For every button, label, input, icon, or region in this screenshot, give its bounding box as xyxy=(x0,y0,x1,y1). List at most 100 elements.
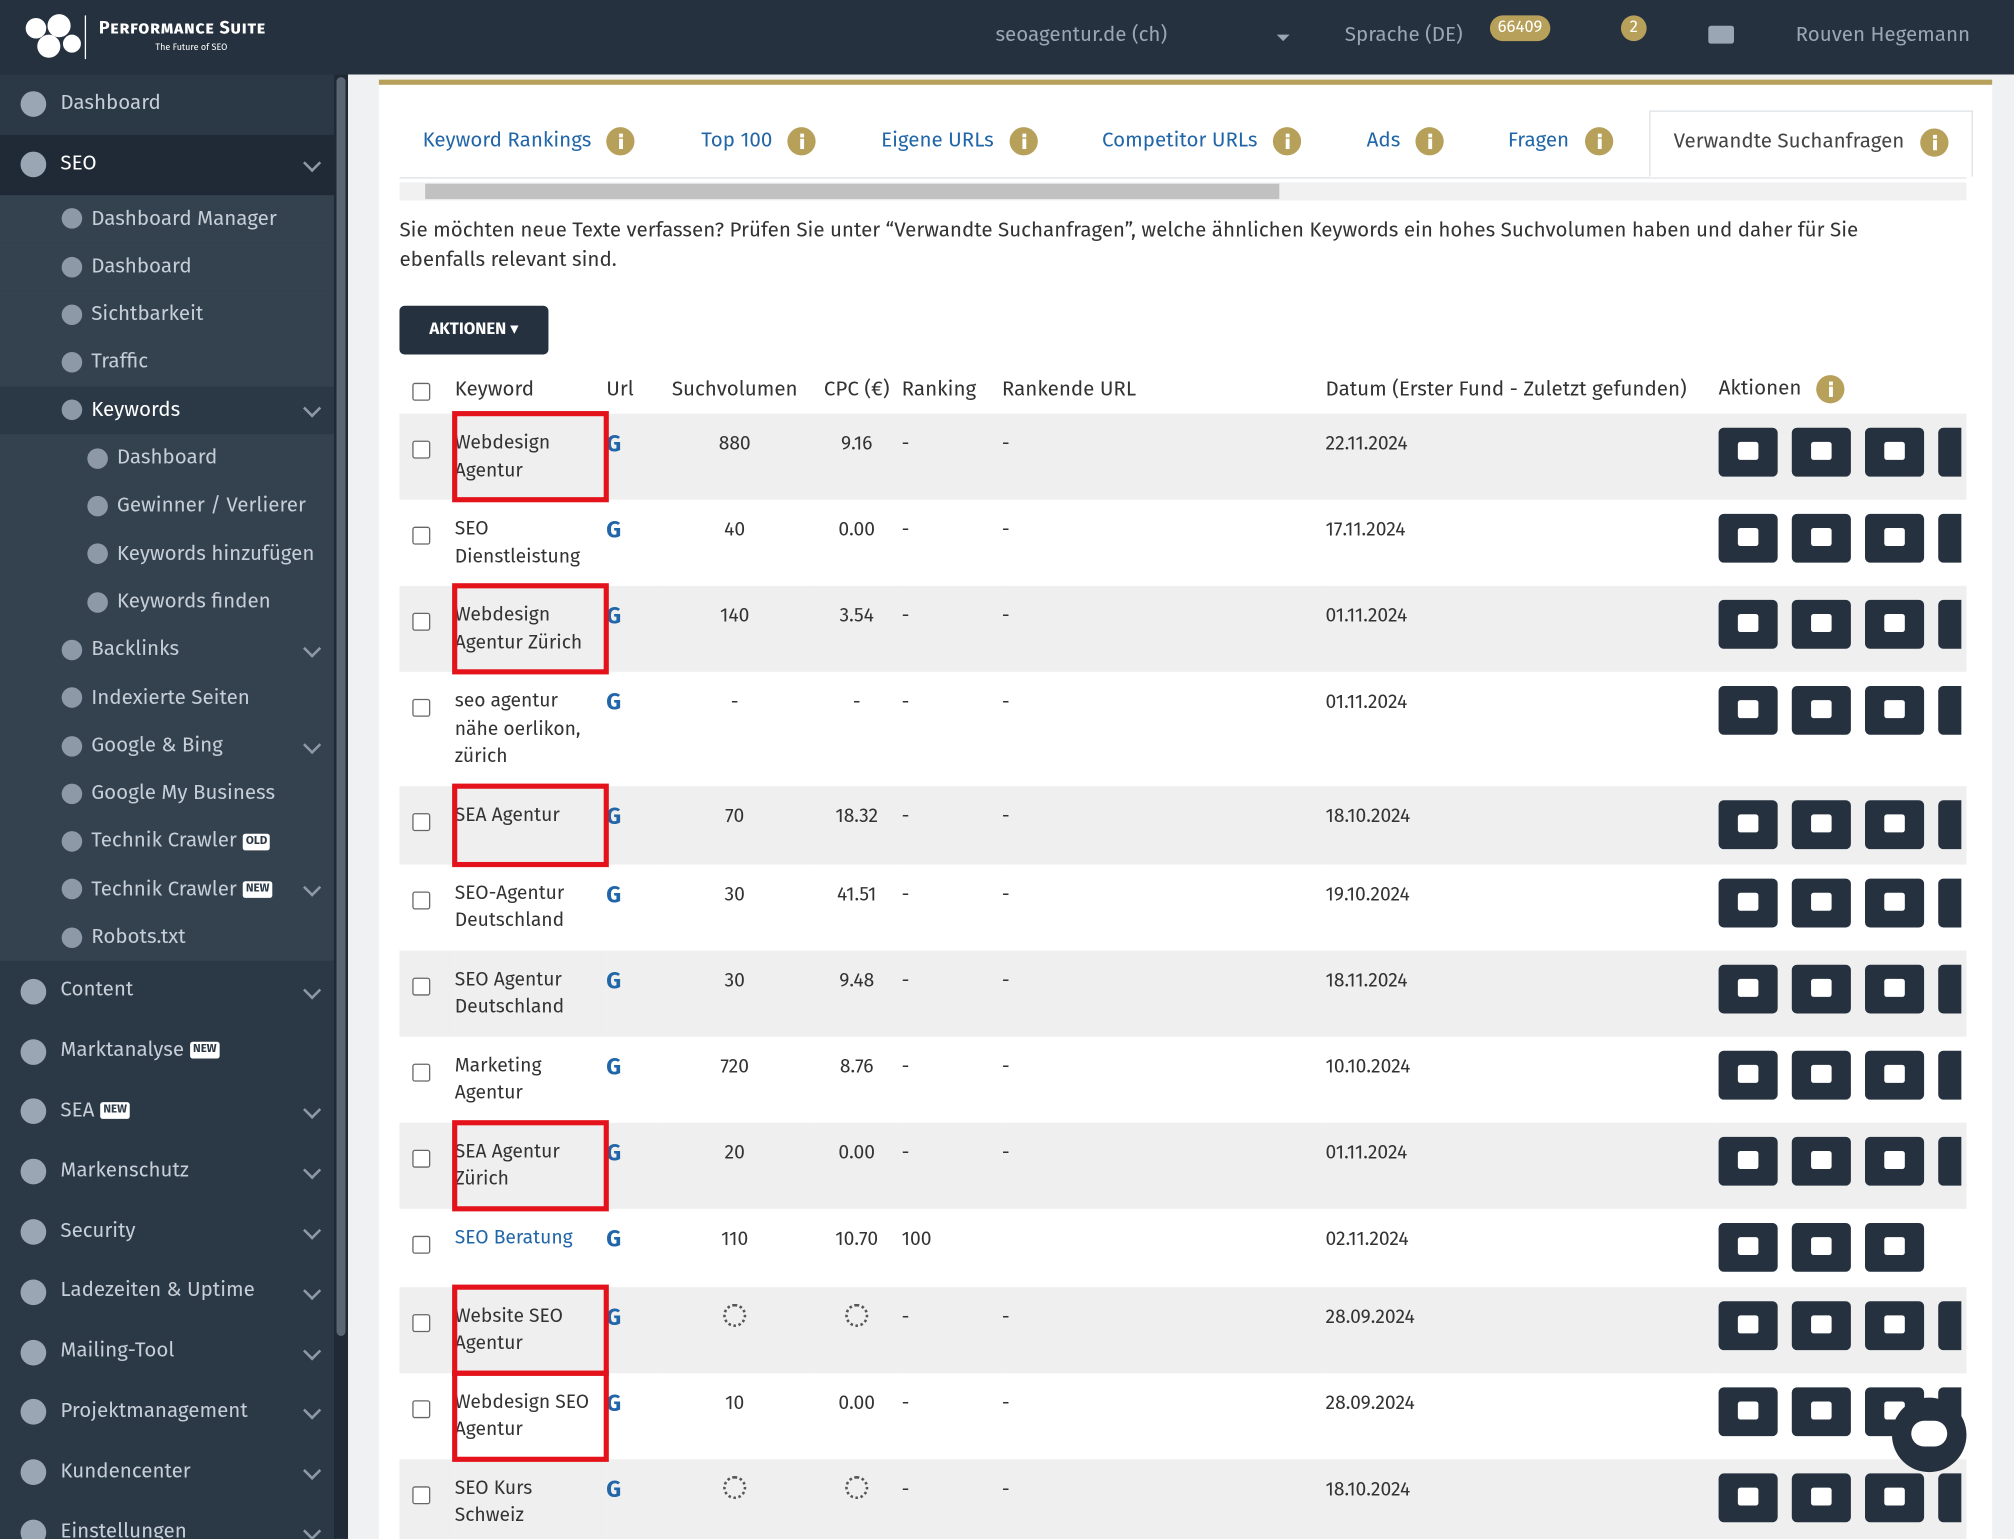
more-button[interactable] xyxy=(1938,964,1962,1013)
tab[interactable]: Verwandte Suchanfragen xyxy=(1649,110,1973,178)
link-button[interactable] xyxy=(1865,1300,1925,1350)
keyword[interactable]: SEO Beratung xyxy=(454,1224,573,1248)
more-button[interactable] xyxy=(1938,513,1962,563)
send-button[interactable] xyxy=(1718,1136,1778,1186)
nav-item[interactable]: Dashboard xyxy=(0,434,334,483)
send-button[interactable] xyxy=(1718,799,1778,849)
nav-item[interactable]: Backlinks xyxy=(0,625,334,674)
nav-item[interactable]: Markenschutz xyxy=(0,1141,334,1202)
link-button[interactable] xyxy=(1865,599,1925,649)
checkbox[interactable] xyxy=(412,890,431,909)
tab[interactable]: Ads xyxy=(1344,110,1468,174)
more-button[interactable] xyxy=(1938,1472,1962,1522)
nav-item[interactable]: Security xyxy=(0,1201,334,1262)
checkbox[interactable] xyxy=(412,612,431,631)
nav-item[interactable]: Google & Bing xyxy=(0,721,334,770)
send-button[interactable] xyxy=(1718,685,1778,735)
send-button[interactable] xyxy=(1718,878,1778,927)
nav-item[interactable]: Marktanalyse NEW xyxy=(0,1021,334,1082)
link-button[interactable] xyxy=(1865,878,1925,927)
nav-item[interactable]: Einstellungen xyxy=(0,1502,334,1539)
book-button[interactable] xyxy=(1791,1300,1851,1350)
nav-item[interactable]: SEO xyxy=(0,134,334,195)
nav-item[interactable]: Technik Crawler OLD xyxy=(0,817,334,866)
link-button[interactable] xyxy=(1865,1222,1925,1272)
checkbox[interactable] xyxy=(412,1313,431,1332)
book-button[interactable] xyxy=(1791,1136,1851,1186)
nav-item[interactable]: SEA NEW xyxy=(0,1081,334,1142)
checkbox[interactable] xyxy=(412,1235,431,1254)
book-button[interactable] xyxy=(1791,878,1851,927)
nav-item[interactable]: Mailing-Tool xyxy=(0,1322,334,1383)
nav-item[interactable]: Ladezeiten & Uptime xyxy=(0,1261,334,1323)
send-button[interactable] xyxy=(1718,1222,1778,1272)
checkbox[interactable] xyxy=(412,1399,431,1418)
send-button[interactable] xyxy=(1718,1050,1778,1099)
send-button[interactable] xyxy=(1718,427,1778,477)
send-button[interactable] xyxy=(1718,1472,1778,1522)
book-button[interactable] xyxy=(1791,799,1851,849)
actions-button[interactable]: AKTIONEN ▾ xyxy=(399,305,549,355)
more-button[interactable] xyxy=(1938,878,1962,927)
checkbox[interactable] xyxy=(412,698,431,717)
tab[interactable]: Top 100 xyxy=(678,110,839,174)
send-button[interactable] xyxy=(1718,964,1778,1013)
nav-item[interactable]: Gewinner / Verlierer xyxy=(0,482,334,531)
project-select[interactable]: seoagentur.de (ch) xyxy=(995,23,1168,48)
more-button[interactable] xyxy=(1938,685,1962,735)
tab[interactable]: Competitor URLs xyxy=(1079,110,1324,174)
nav-item[interactable]: Technik Crawler NEW xyxy=(0,865,334,914)
checkbox[interactable] xyxy=(412,976,431,995)
book-button[interactable] xyxy=(1791,1050,1851,1099)
link-button[interactable] xyxy=(1865,1472,1925,1522)
link-button[interactable] xyxy=(1865,799,1925,849)
tab[interactable]: Eigene URLs xyxy=(858,110,1061,174)
book-button[interactable] xyxy=(1791,685,1851,735)
more-button[interactable] xyxy=(1938,427,1962,477)
nav-item[interactable]: Projektmanagement xyxy=(0,1382,334,1443)
book-button[interactable] xyxy=(1791,513,1851,563)
book-button[interactable] xyxy=(1791,427,1851,477)
nav-item[interactable]: Traffic xyxy=(0,338,334,387)
nav-item[interactable]: Google My Business xyxy=(0,769,334,818)
checkbox[interactable] xyxy=(412,1063,431,1081)
user-menu[interactable]: Rouven Hegemann xyxy=(1795,23,1971,48)
language-select[interactable]: Sprache (DE) xyxy=(1344,23,1463,48)
send-button[interactable] xyxy=(1718,1300,1778,1350)
nav-item[interactable]: Keywords xyxy=(0,386,334,435)
more-button[interactable] xyxy=(1938,1136,1962,1186)
nav-item[interactable]: Robots.txt xyxy=(0,913,334,962)
checkbox[interactable] xyxy=(412,1485,431,1504)
nav-item[interactable]: Indexierte Seiten xyxy=(0,673,334,722)
notification-badge[interactable]: 2 xyxy=(1620,15,1647,42)
nav-item[interactable]: Keywords hinzufügen xyxy=(0,530,334,579)
book-button[interactable] xyxy=(1791,599,1851,649)
checkbox[interactable] xyxy=(412,382,431,401)
link-button[interactable] xyxy=(1865,427,1925,477)
nav-item[interactable]: Sichtbarkeit xyxy=(0,290,334,339)
send-button[interactable] xyxy=(1718,513,1778,563)
checkbox[interactable] xyxy=(412,526,431,545)
more-button[interactable] xyxy=(1938,599,1962,649)
more-button[interactable] xyxy=(1938,1300,1962,1350)
mail-icon[interactable] xyxy=(1708,25,1734,44)
nav-item[interactable]: Dashboard Manager xyxy=(0,194,334,243)
nav-item[interactable]: Dashboard xyxy=(0,74,334,135)
nav-item[interactable]: Kundencenter xyxy=(0,1442,334,1503)
send-button[interactable] xyxy=(1718,1386,1778,1436)
book-button[interactable] xyxy=(1791,964,1851,1013)
more-button[interactable] xyxy=(1938,799,1962,849)
link-button[interactable] xyxy=(1865,1136,1925,1186)
nav-item[interactable]: Dashboard xyxy=(0,242,334,291)
book-button[interactable] xyxy=(1791,1386,1851,1436)
link-button[interactable] xyxy=(1865,964,1925,1013)
nav-item[interactable]: Content xyxy=(0,961,334,1022)
nav-item[interactable]: Keywords finden xyxy=(0,578,334,626)
checkbox[interactable] xyxy=(412,1149,431,1168)
checkbox[interactable] xyxy=(412,812,431,831)
send-button[interactable] xyxy=(1718,599,1778,649)
more-button[interactable] xyxy=(1938,1050,1962,1099)
chat-button[interactable] xyxy=(1891,1397,1967,1473)
link-button[interactable] xyxy=(1865,513,1925,563)
book-button[interactable] xyxy=(1791,1472,1851,1522)
